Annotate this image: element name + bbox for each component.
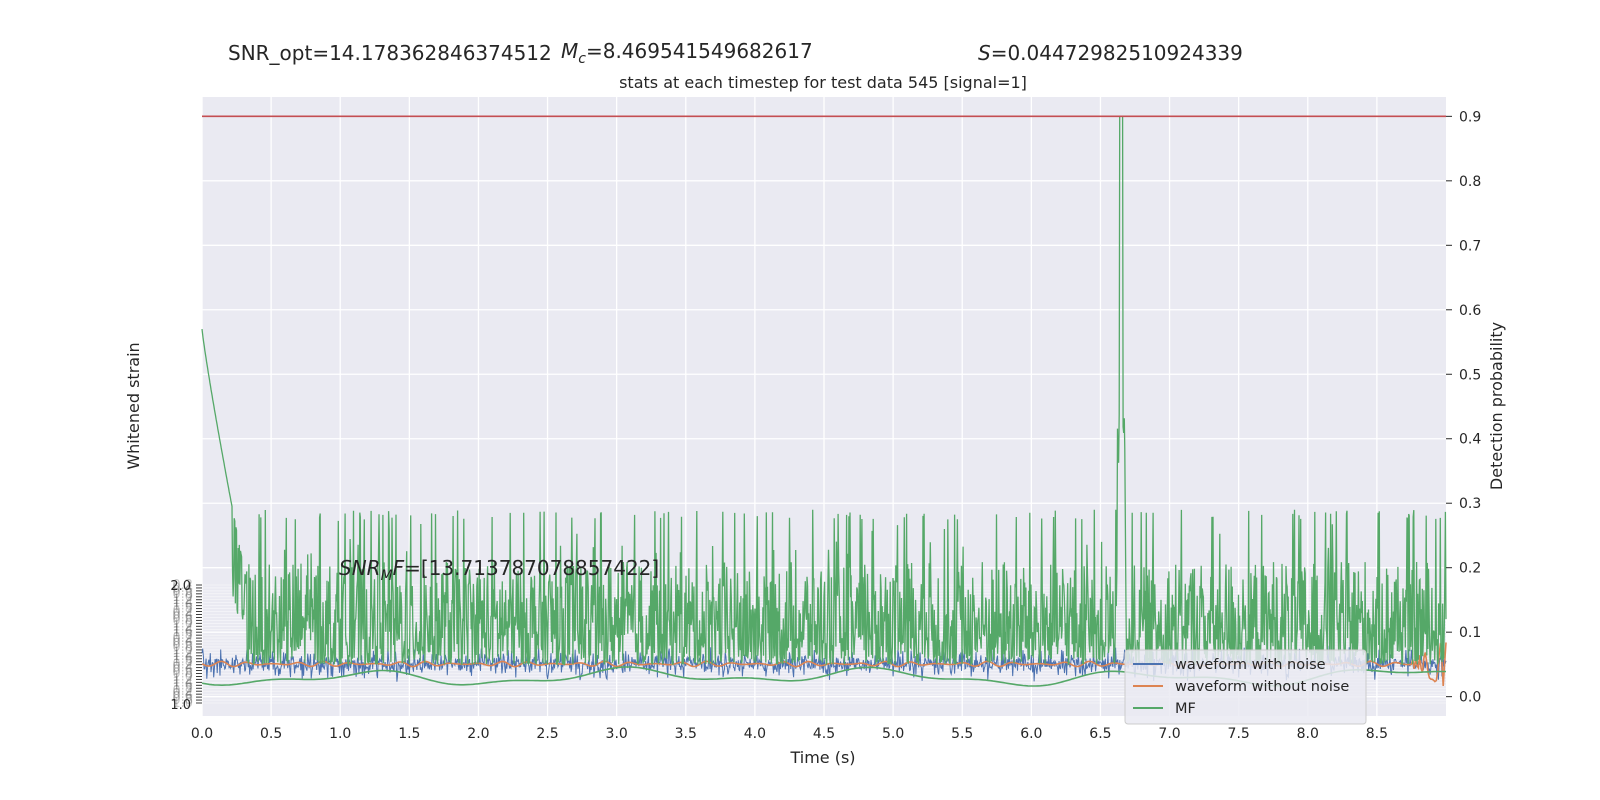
left-tick-label: 0.2 <box>172 658 193 673</box>
y-tick-label-right: 0.4 <box>1459 432 1481 448</box>
left-tick-label: 0.6 <box>172 610 193 625</box>
y-tick-label-right: 0.6 <box>1459 303 1481 319</box>
x-tick-label: 5.0 <box>882 726 904 742</box>
snr-opt-label: SNR_opt=14.178362846374512 <box>228 41 552 65</box>
left-tick-label: 1.0 <box>172 669 193 684</box>
legend-label-clean: waveform without noise <box>1175 679 1349 695</box>
x-tick-label: 7.0 <box>1158 726 1180 742</box>
left-tick-label: 1.2 <box>172 672 193 687</box>
y-axis-label-left: Whitened strain <box>124 342 143 469</box>
left-tick-label: 1.0 <box>172 616 193 631</box>
left-tick-label: 0.4 <box>172 661 193 676</box>
left-tick-label: 0.6 <box>172 664 193 679</box>
left-tick-label: 1.6 <box>172 625 193 640</box>
snr-mf-label: SNRMF=[13.713787078857422] <box>339 556 659 584</box>
y-tick-labels-left: 0.20.40.60.81.01.21.41.61.80.20.40.60.81… <box>170 578 202 713</box>
y-tick-labels-right: 0.0 0.1 0.2 0.3 0.4 0.5 0.6 0.7 0.8 0.9 <box>1446 109 1481 706</box>
x-tick-label: 5.5 <box>951 726 973 742</box>
x-tick-label: 3.5 <box>675 726 697 742</box>
left-tick-label: 1.4 <box>172 596 193 611</box>
left-tick-label: 0.8 <box>172 587 193 602</box>
left-tick-label: 1.0 <box>172 590 193 605</box>
left-tick-label: 0.4 <box>172 687 193 702</box>
left-tick-label: 1.0 <box>172 696 193 711</box>
x-tick-label: 2.0 <box>467 726 489 742</box>
left-tick-label: 1.8 <box>172 681 193 696</box>
left-tick-label: 0.8 <box>172 640 193 655</box>
x-tick-label: 0.0 <box>191 726 213 742</box>
left-tick-label: 1.0 <box>172 643 193 658</box>
chirp-mass-label: Mc=8.469541549682617 <box>561 39 813 67</box>
left-tick-label: 1.6 <box>172 678 193 693</box>
left-tick-label: 0.4 <box>172 634 193 649</box>
detection-probability-line <box>201 115 1447 667</box>
x-tick-label: 7.5 <box>1228 726 1250 742</box>
x-tick-label: 1.5 <box>398 726 420 742</box>
left-tick-label: 0.2 <box>172 605 193 620</box>
x-tick-labels: 0.0 0.5 1.0 1.5 2.0 2.5 3.0 3.5 4.0 4.5 5.0 5.5 6.0 6… <box>191 726 1388 742</box>
x-tick-label: 8.0 <box>1297 726 1319 742</box>
left-tick-label: 1.8 <box>172 602 193 617</box>
y-tick-label-right: 0.1 <box>1459 625 1481 641</box>
left-tick-label: 0.6 <box>172 637 193 652</box>
left-tick-label: 1.8 <box>172 628 193 643</box>
left-tick-label: 0.6 <box>172 584 193 599</box>
left-tick-label-bottom: 1.0 <box>170 698 191 713</box>
left-tick-label: 0.8 <box>172 613 193 628</box>
y-tick-label-right: 0.5 <box>1459 367 1481 383</box>
left-tick-label: 1.2 <box>172 646 193 661</box>
y-tick-label-right: 0.3 <box>1459 496 1481 512</box>
left-tick-label-top: 2.0 <box>170 579 191 594</box>
y-tick-label-right: 0.7 <box>1459 238 1481 254</box>
left-tick-label: 1.2 <box>172 619 193 634</box>
left-tick-label: 1.6 <box>172 652 193 667</box>
left-tick-label: 1.4 <box>172 622 193 637</box>
left-tick-label: 0.6 <box>172 690 193 705</box>
x-tick-label: 4.5 <box>813 726 835 742</box>
left-tick-label: 0.4 <box>172 581 193 596</box>
left-tick-label: 0.8 <box>172 693 193 708</box>
left-tick-label: 0.8 <box>172 667 193 682</box>
x-tick-label: 1.0 <box>329 726 351 742</box>
y-tick-label-right: 0.2 <box>1459 561 1481 577</box>
y-tick-label-right: 0.9 <box>1459 109 1481 125</box>
x-tick-label: 2.5 <box>536 726 558 742</box>
chart-title: stats at each timestep for test data 545… <box>619 73 1027 92</box>
left-tick-label: 1.8 <box>172 655 193 670</box>
left-tick-label: 0.2 <box>172 684 193 699</box>
x-tick-label: 3.0 <box>606 726 628 742</box>
x-tick-label: 6.5 <box>1089 726 1111 742</box>
left-tick-label: 1.4 <box>172 649 193 664</box>
left-tick-label: 0.2 <box>172 578 193 593</box>
x-tick-label: 6.0 <box>1020 726 1042 742</box>
left-tick-label: 1.4 <box>172 675 193 690</box>
legend-label-mf: MF <box>1175 701 1196 717</box>
legend: waveform with noise waveform without noi… <box>1124 649 1367 725</box>
left-tick-label: 1.2 <box>172 593 193 608</box>
s-value-label: S=0.04472982510924339 <box>978 41 1243 65</box>
x-axis-label: Time (s) <box>789 748 855 767</box>
y-axis-label-right: Detection probability <box>1487 322 1506 490</box>
left-tick-label: 1.6 <box>172 599 193 614</box>
legend-label-noise: waveform with noise <box>1175 657 1326 673</box>
left-tick-label: 0.4 <box>172 608 193 623</box>
y-tick-label-right: 0.0 <box>1459 690 1481 706</box>
x-tick-label: 0.5 <box>260 726 282 742</box>
x-tick-label: 4.0 <box>744 726 766 742</box>
x-tick-label: 8.5 <box>1366 726 1388 742</box>
left-tick-label: 0.2 <box>172 631 193 646</box>
y-tick-label-right: 0.8 <box>1459 174 1481 190</box>
